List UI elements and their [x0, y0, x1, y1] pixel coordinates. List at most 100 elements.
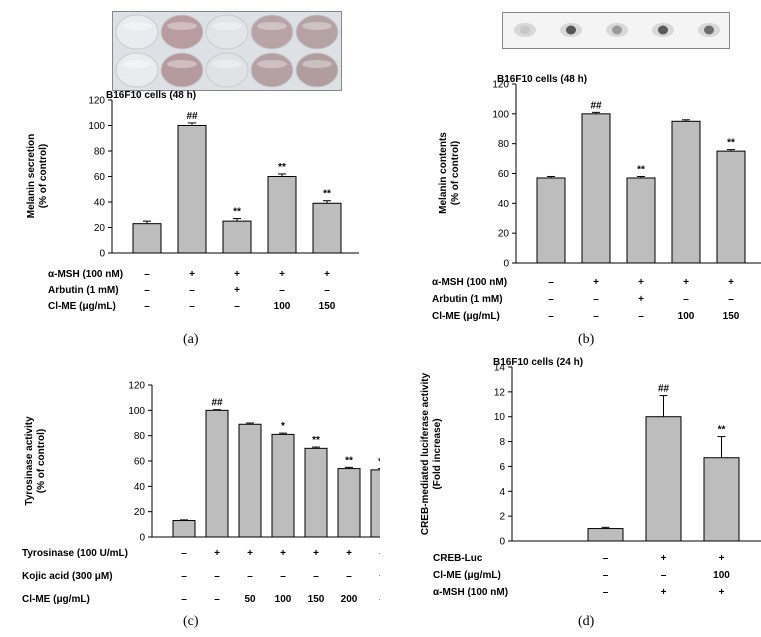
- condition-value: –: [279, 285, 285, 296]
- condition-value: –: [189, 301, 195, 312]
- y-tick-label: 120: [128, 381, 145, 392]
- chart-melanin-secretion: B16F10 cells (48 h) Melanin secretion(% o…: [26, 90, 359, 312]
- y-tick-label: 20: [498, 229, 510, 240]
- bar: [645, 416, 682, 542]
- significance-label: **: [323, 189, 331, 200]
- condition-label: Cl-ME (μg/mL): [48, 301, 116, 312]
- y-axis-label-line: CREB-mediated luciferase activity: [420, 372, 431, 535]
- y-tick-label: 80: [94, 147, 106, 158]
- plate-well-highlight: [167, 60, 197, 68]
- condition-value: –: [603, 553, 609, 564]
- condition-value: –: [346, 571, 352, 582]
- significance-label: **: [345, 455, 353, 466]
- plate-well-highlight: [122, 60, 152, 68]
- y-axis-label: CREB-mediated luciferase activity(Fold i…: [420, 372, 443, 535]
- condition-value: –: [324, 285, 330, 296]
- y-tick-label: 0: [503, 259, 509, 270]
- panel-label-a: (a): [183, 332, 199, 347]
- significance-label: ##: [658, 384, 670, 395]
- cell-pellet: [658, 25, 668, 35]
- plate-well-highlight: [257, 22, 287, 30]
- chart-title: B16F10 cells (48 h): [106, 90, 196, 101]
- y-tick-label: 80: [134, 431, 146, 442]
- plate-well-highlight: [122, 22, 152, 30]
- y-axis-label-line: Tyrosinase activity: [24, 416, 35, 506]
- y-tick-label: 14: [494, 363, 506, 374]
- condition-value: –: [548, 277, 554, 288]
- bar: [370, 469, 380, 538]
- condition-value: +: [234, 269, 240, 280]
- panel-label-c: (c): [183, 614, 199, 629]
- condition-value: +: [719, 587, 725, 598]
- bar: [337, 468, 361, 538]
- condition-value: –: [548, 294, 554, 305]
- condition-value: –: [144, 301, 150, 312]
- condition-label: CREB-Luc: [433, 553, 483, 564]
- condition-label: Cl-ME (μg/mL): [22, 594, 90, 605]
- condition-value: –: [548, 311, 554, 322]
- plate-well: [160, 14, 204, 50]
- bar: [172, 520, 196, 538]
- plate-well: [160, 52, 204, 88]
- condition-value: +: [683, 277, 689, 288]
- chart-tyrosinase-activity: Tyrosinase activity(% of control) 0 20 40 60…: [22, 381, 380, 605]
- bar: [587, 528, 624, 542]
- y-axis-label-line: (% of control): [38, 144, 49, 208]
- significance-label: **: [727, 138, 735, 149]
- condition-value: 100: [274, 301, 291, 312]
- plot-area: B16F10 cells (48 h) Melanin secretion(% o…: [26, 90, 359, 312]
- bar: [205, 409, 229, 538]
- y-tick-label: 40: [498, 199, 510, 210]
- condition-value: +: [279, 269, 285, 280]
- condition-value: +: [661, 587, 667, 598]
- bar: [536, 177, 566, 264]
- y-tick-label: 4: [499, 487, 505, 498]
- significance-label: **: [718, 425, 726, 436]
- condition-value: –: [144, 269, 150, 280]
- significance-label: **: [312, 435, 320, 446]
- significance-label: ##: [590, 100, 602, 111]
- y-tick-label: 0: [99, 249, 105, 260]
- y-tick-label: 80: [498, 139, 510, 150]
- y-tick-label: 8: [499, 437, 505, 448]
- condition-value: 100: [275, 594, 292, 605]
- bar: [304, 447, 328, 538]
- y-tick-label: 0: [139, 533, 145, 544]
- plate-well: [205, 14, 249, 50]
- bar: [238, 423, 262, 538]
- panel-label-b: (b): [578, 332, 595, 347]
- condition-value: –: [379, 594, 380, 605]
- cell-pellet: [520, 25, 530, 35]
- plate-well: [250, 52, 294, 88]
- bar: [581, 113, 611, 264]
- cell-pellet-image: [514, 23, 720, 37]
- condition-value: –: [638, 311, 644, 322]
- y-axis-label: Tyrosinase activity(% of control): [24, 416, 47, 506]
- significance-label: *: [281, 421, 285, 432]
- condition-value: 150: [308, 594, 325, 605]
- condition-label: α-MSH (100 nM): [48, 269, 123, 280]
- condition-value: –: [181, 571, 187, 582]
- significance-label: **: [378, 457, 380, 468]
- y-tick-label: 120: [492, 80, 509, 91]
- condition-value: +: [234, 285, 240, 296]
- condition-value: +: [214, 548, 220, 559]
- y-axis-label: Melanin secretion(% of control): [26, 134, 49, 218]
- condition-label: Tyrosinase (100 U/mL): [22, 548, 128, 559]
- condition-value: –: [683, 294, 689, 305]
- bar: [671, 120, 701, 264]
- significance-label: **: [233, 207, 241, 218]
- y-tick-label: 2: [499, 512, 505, 523]
- plate-well: [295, 52, 339, 88]
- condition-value: –: [144, 285, 150, 296]
- condition-value: –: [214, 594, 220, 605]
- y-tick-label: 6: [499, 462, 505, 473]
- condition-value: +: [324, 269, 330, 280]
- condition-value: +: [189, 269, 195, 280]
- condition-label: Cl-ME (μg/mL): [432, 311, 500, 322]
- y-axis-label-line: (% of control): [36, 429, 47, 493]
- condition-value: +: [593, 277, 599, 288]
- plate-well: [205, 52, 249, 88]
- chart-melanin-contents: B16F10 cells (48 h) Melanin contents(% of…: [432, 74, 761, 322]
- condition-value: –: [181, 594, 187, 605]
